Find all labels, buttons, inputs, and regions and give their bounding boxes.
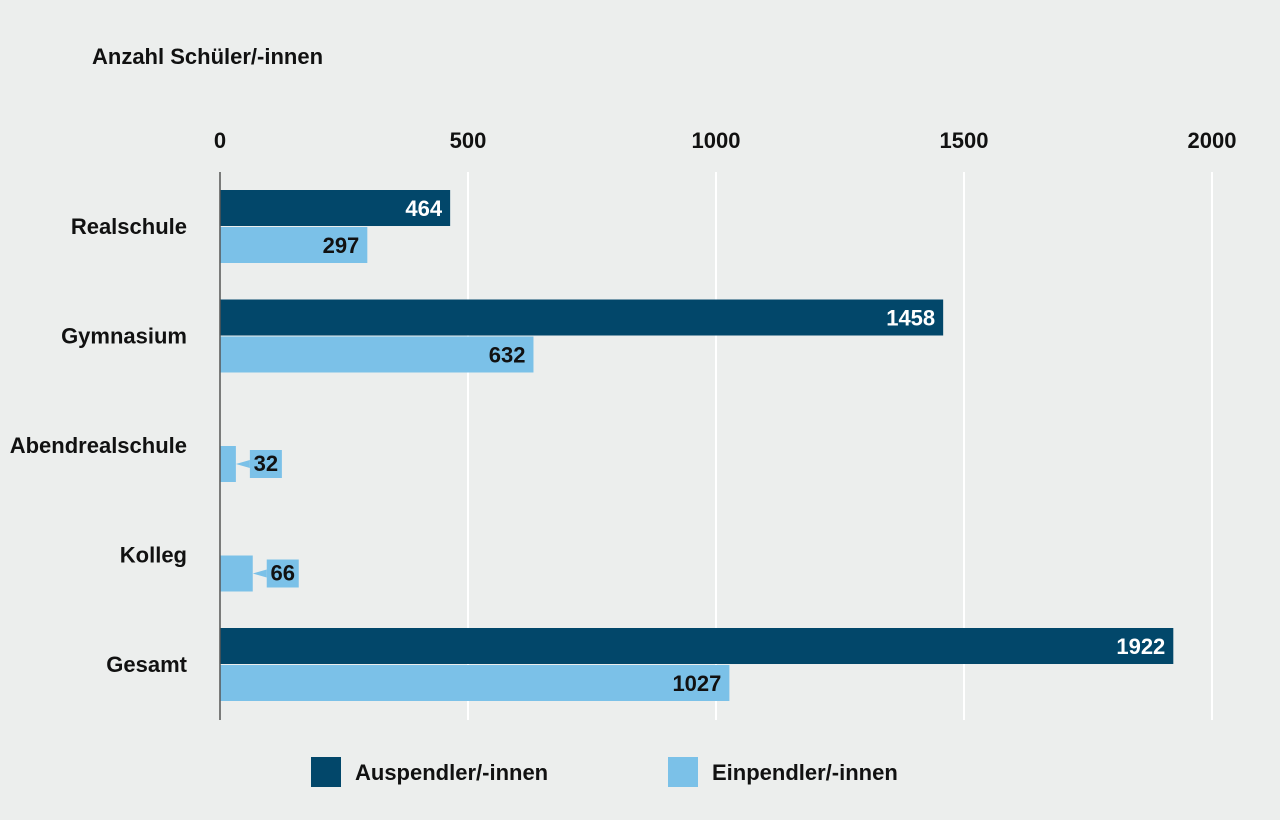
- legend-swatch: [668, 757, 698, 787]
- data-label: 32: [254, 451, 278, 476]
- data-label-pointer: [235, 460, 250, 468]
- category-label: Abendrealschule: [10, 433, 187, 458]
- data-label-pointer: [252, 569, 267, 578]
- bar: [220, 555, 253, 592]
- x-tick-label: 2000: [1188, 128, 1237, 153]
- data-label: 1027: [672, 671, 721, 696]
- legend: Auspendler/-innen Einpendler/-innen: [311, 757, 898, 787]
- legend-label: Auspendler/-innen: [355, 760, 548, 785]
- bar: [220, 227, 368, 263]
- category-label: Gesamt: [106, 652, 187, 677]
- axis-tick-labels: 0 500 1000 1500 2000: [214, 128, 1237, 153]
- data-label: 632: [489, 343, 526, 368]
- x-tick-label: 1000: [692, 128, 741, 153]
- bar: [220, 628, 1174, 664]
- bars: [220, 190, 1174, 701]
- bar: [220, 446, 236, 482]
- bar: [220, 336, 534, 373]
- bar: [220, 299, 944, 336]
- category-labels: Realschule Gymnasium Abendrealschule Kolleg…: [10, 214, 188, 677]
- x-tick-label: 0: [214, 128, 226, 153]
- category-label: Gymnasium: [61, 324, 187, 349]
- data-label: 1922: [1116, 634, 1165, 659]
- data-label: 297: [323, 233, 360, 258]
- x-tick-label: 500: [450, 128, 487, 153]
- data-label: 66: [270, 561, 294, 586]
- x-tick-label: 1500: [940, 128, 989, 153]
- legend-swatch: [311, 757, 341, 787]
- data-label-box: [249, 450, 282, 478]
- data-label: 1458: [886, 306, 935, 331]
- data-label-box: [266, 559, 299, 588]
- category-label: Kolleg: [120, 543, 187, 568]
- category-label: Realschule: [71, 214, 187, 239]
- legend-label: Einpendler/-innen: [712, 760, 898, 785]
- data-labels: 464 297 1458 632 32 66 1922 1027: [235, 196, 1165, 696]
- data-label: 464: [405, 196, 442, 221]
- bar: [220, 190, 451, 226]
- bar: [220, 665, 730, 701]
- chart-title: Anzahl Schüler/-innen: [92, 44, 323, 69]
